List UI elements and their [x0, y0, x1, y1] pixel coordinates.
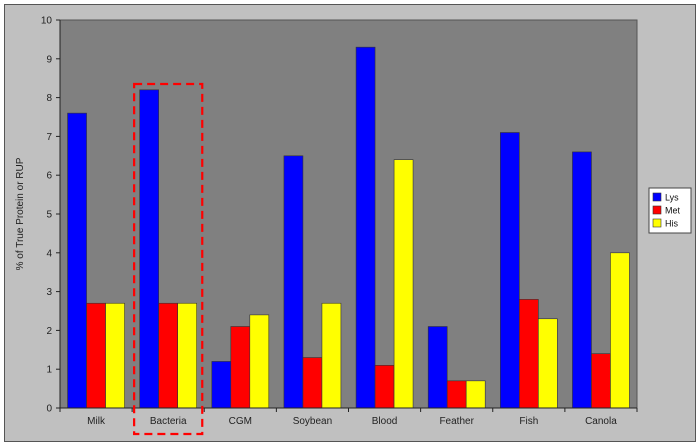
x-tick-label: Canola [585, 416, 617, 427]
x-tick-label: CGM [229, 416, 252, 427]
y-tick-label: 6 [46, 171, 52, 182]
legend-swatch-lys [652, 192, 662, 202]
bar-met-bacteria [158, 302, 178, 409]
legend-label-met: Met [665, 206, 681, 216]
bar-met-cgm [230, 326, 251, 409]
y-tick-label: 4 [46, 248, 52, 259]
bar-met-canola [591, 353, 611, 409]
chart-area: 0 1 2 3 4 5 6 7 8 9 10 Milk Bacteria CGM Soybean Blood… [4, 4, 696, 442]
bar-lys-fish [500, 132, 520, 409]
bar-met-soybean [302, 357, 323, 409]
bar-his-bacteria [177, 302, 197, 409]
bar-met-milk [86, 302, 106, 409]
y-tick-label: 0 [46, 404, 52, 415]
bar-his-fish [538, 318, 558, 409]
bar-his-cgm [249, 314, 270, 409]
bar-lys-canola [572, 151, 592, 409]
bar-met-blood [374, 365, 395, 409]
bar-his-milk [105, 302, 125, 409]
bar-his-canola [610, 252, 630, 409]
bar-met-fish [519, 299, 539, 409]
legend-label-his: His [665, 219, 678, 229]
legend-swatch-met [652, 205, 662, 215]
bar-lys-soybean [283, 155, 304, 409]
y-tick-label: 8 [46, 93, 52, 104]
x-tick-label: Blood [372, 416, 398, 427]
x-tick-label: Feather [439, 416, 474, 427]
legend-swatch-his [652, 218, 662, 228]
bar-lys-cgm [211, 361, 232, 409]
y-axis-label: % of True Protein or RUP [15, 157, 26, 270]
bar-lys-blood [355, 46, 376, 409]
bar-his-soybean [321, 302, 342, 409]
y-tick-label: 2 [46, 326, 52, 337]
y-tick-label: 9 [46, 54, 52, 65]
bar-his-blood [393, 159, 414, 409]
bar-lys-bacteria [139, 89, 159, 409]
x-tick-label: Bacteria [150, 416, 187, 427]
y-tick-label: 3 [46, 287, 52, 298]
y-tick-label: 1 [46, 365, 52, 376]
y-tick-label: 10 [41, 16, 53, 27]
y-tick-label: 5 [46, 210, 52, 221]
bar-lys-feather [427, 326, 448, 409]
x-tick-label: Fish [519, 416, 538, 427]
legend: Lys Met His [648, 187, 692, 234]
x-tick-label: Soybean [293, 416, 332, 427]
x-tick-label: Milk [87, 416, 106, 427]
bar-lys-milk [67, 112, 87, 409]
y-tick-label: 7 [46, 132, 52, 143]
legend-label-lys: Lys [665, 193, 679, 203]
bar-chart: 0 1 2 3 4 5 6 7 8 9 10 Milk Bacteria CGM Soybean Blood… [15, 16, 692, 436]
bar-met-feather [446, 380, 467, 409]
bar-his-feather [465, 380, 486, 409]
